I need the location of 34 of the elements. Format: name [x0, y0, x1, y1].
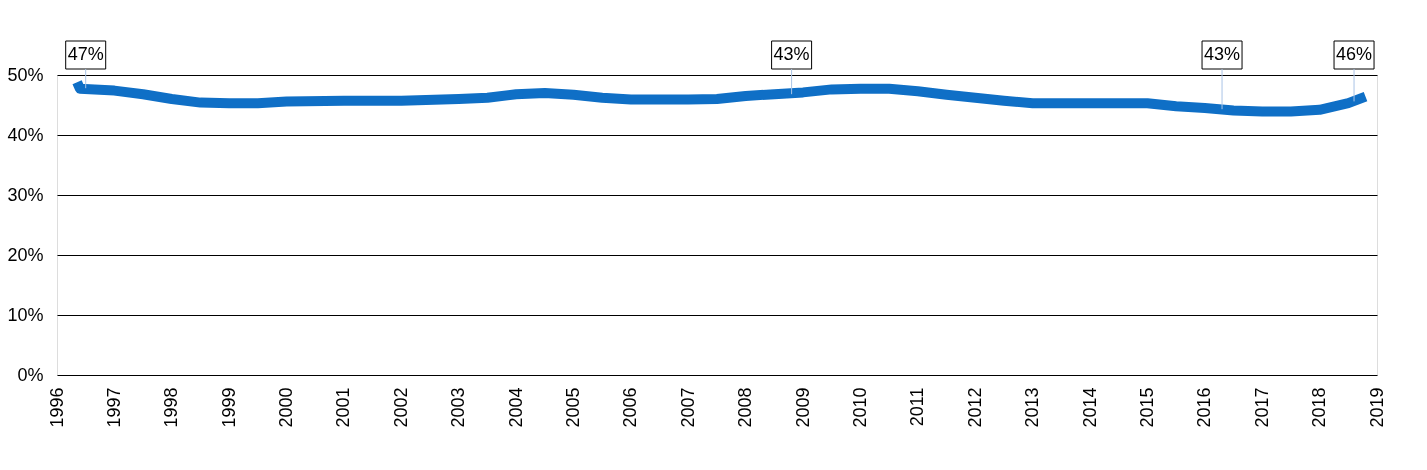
y-tick-label: 10% — [7, 304, 44, 325]
x-tick-label: 2007 — [677, 387, 698, 428]
annotation: 43% — [773, 44, 810, 64]
x-tick-label: 2008 — [735, 387, 756, 428]
y-tick-label: 50% — [7, 64, 44, 85]
y-tick-label: 40% — [7, 124, 44, 145]
x-tick-label: 2009 — [792, 387, 813, 428]
x-tick-label: 2012 — [964, 387, 985, 428]
x-tick-label: 1999 — [218, 387, 239, 428]
x-tick-label: 2003 — [448, 387, 469, 428]
y-tick-label: 0% — [17, 364, 44, 385]
x-tick-label: 2010 — [849, 387, 870, 428]
annotation: 43% — [1204, 44, 1241, 64]
x-tick-label: 2001 — [333, 387, 354, 428]
x-tick-label: 2004 — [505, 387, 526, 428]
x-tick-label: 2016 — [1194, 387, 1215, 428]
x-tick-label: 2005 — [563, 387, 584, 428]
x-tick-label: 2000 — [276, 387, 297, 428]
y-tick-label: 20% — [7, 244, 44, 265]
x-tick-label: 1997 — [103, 387, 124, 428]
x-tick-label: 2015 — [1136, 387, 1157, 428]
annotation: 47% — [67, 44, 104, 64]
x-tick-label: 2002 — [390, 387, 411, 428]
x-tick-label: 1996 — [46, 387, 67, 428]
x-tick-label: 2014 — [1079, 387, 1100, 428]
x-tick-label: 2013 — [1022, 387, 1043, 428]
x-tick-label: 1998 — [161, 387, 182, 428]
x-tick-label: 2019 — [1366, 387, 1387, 428]
y-tick-label: 30% — [7, 184, 44, 205]
x-tick-label: 2017 — [1251, 387, 1272, 428]
x-tick-label: 2018 — [1309, 387, 1330, 428]
annotation: 46% — [1336, 44, 1373, 64]
x-tick-label: 2006 — [620, 387, 641, 428]
x-tick-label: 2011 — [907, 387, 928, 427]
